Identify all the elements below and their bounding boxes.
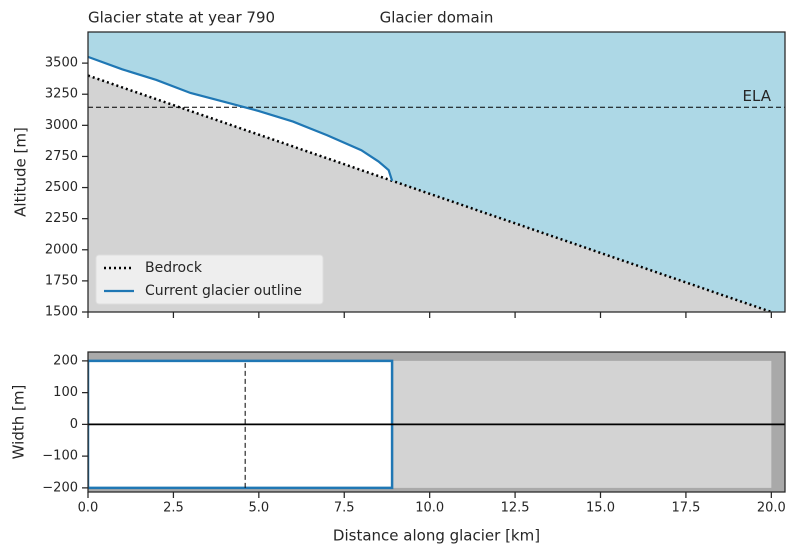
axes-frame [87, 351, 786, 493]
legend-box [95, 254, 324, 305]
x-tick-label: 7.5 [334, 501, 355, 516]
y-tick-label: 2750 [45, 149, 78, 164]
series-line [88, 74, 772, 312]
ela-label: ELA [743, 87, 772, 105]
chart-subtitle: Glacier domain [380, 9, 494, 27]
x-tick-label: 15.0 [586, 501, 615, 516]
y-tick-label: 3000 [45, 118, 78, 133]
x-tick-label: 2.5 [163, 501, 184, 516]
y-tick-label: 2250 [45, 211, 78, 226]
y-axis-label: Altitude [m] [12, 127, 30, 217]
axes-frame [87, 31, 786, 313]
legend: Bedrock Current glacier outline [95, 254, 324, 305]
y-tick-label: 3500 [45, 56, 78, 71]
y-tick-label: 100 [53, 385, 78, 400]
x-tick-label: 0.0 [78, 501, 99, 516]
y-tick-label: 200 [53, 353, 78, 368]
x-tick-label: 12.5 [501, 501, 530, 516]
y-axis-label: Width [m] [10, 385, 28, 460]
y-tick-label: 2500 [45, 180, 78, 195]
x-tick-label: 17.5 [671, 501, 700, 516]
plot-area [88, 352, 785, 492]
y-tick-label: −200 [42, 480, 78, 495]
y-tick-label: 1750 [45, 273, 78, 288]
legend-label: Bedrock [145, 260, 203, 276]
y-tick-label: 2000 [45, 242, 78, 257]
y-tick-label: 0 [70, 417, 78, 432]
y-tick-label: 1500 [45, 305, 78, 320]
y-tick-label: 3250 [45, 87, 78, 102]
ice-area [88, 56, 393, 181]
x-tick-label: 20.0 [757, 501, 786, 516]
y-tick-label: −100 [42, 449, 78, 464]
legend-label: Current glacier outline [145, 283, 302, 299]
series-line [88, 55, 394, 182]
chart-title: Glacier state at year 790 [88, 9, 275, 27]
x-tick-label: 10.0 [415, 501, 444, 516]
x-tick-label: 5.0 [248, 501, 269, 516]
x-axis-label: Distance along glacier [km] [333, 527, 540, 545]
